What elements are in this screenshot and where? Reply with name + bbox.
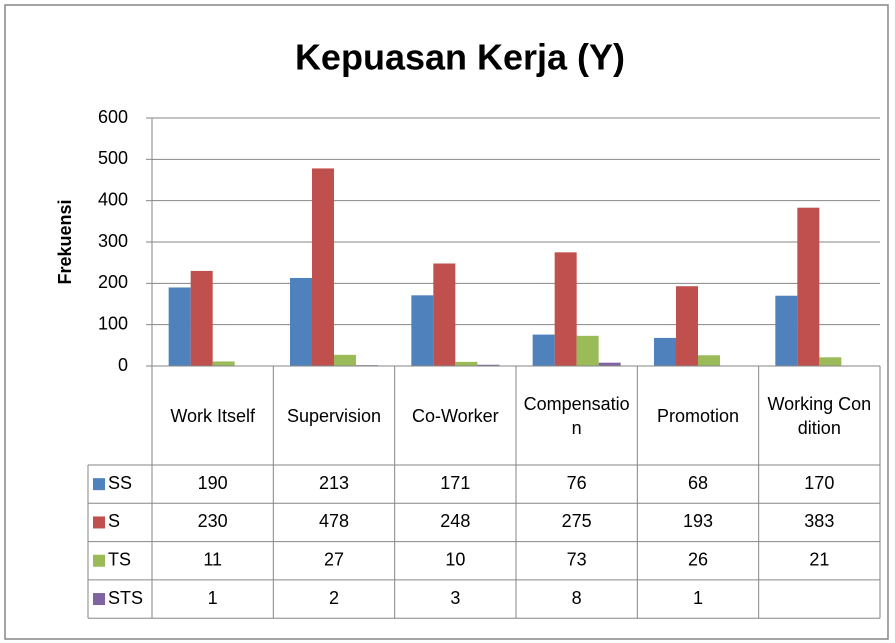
table-value: 275	[562, 511, 592, 531]
table-value: 1	[693, 588, 703, 608]
bar	[532, 334, 555, 366]
chart-title: Kepuasan Kerja (Y)	[295, 37, 625, 78]
table-value: 10	[445, 550, 465, 570]
bar	[554, 252, 577, 366]
table-value: 383	[804, 511, 834, 531]
category-label: Work Itself	[170, 405, 255, 426]
bar	[797, 207, 820, 366]
category-label: Compensation	[523, 393, 630, 438]
bar	[775, 295, 798, 366]
table-value: 248	[440, 511, 470, 531]
y-tick-label: 600	[98, 107, 128, 127]
legend-swatch	[93, 516, 105, 529]
table-value: 11	[203, 550, 222, 570]
table-value: 213	[319, 473, 349, 493]
legend-label: STS	[108, 588, 143, 608]
legend-swatch	[93, 593, 105, 606]
table-value: 478	[319, 511, 349, 531]
table-value: 73	[567, 550, 587, 570]
legend-swatch	[93, 554, 105, 567]
bar	[312, 168, 334, 366]
bar	[411, 295, 434, 366]
bar	[698, 355, 720, 366]
bar	[819, 357, 842, 366]
bar	[576, 335, 599, 366]
category-label: Co-Worker	[411, 405, 499, 426]
table-value: 3	[450, 588, 460, 608]
legend-label: SS	[108, 473, 132, 493]
y-tick-label: 200	[98, 272, 128, 292]
legend-label: S	[108, 511, 120, 531]
table-value: 8	[572, 588, 582, 608]
y-tick-label: 500	[98, 148, 128, 168]
legend-label: TS	[108, 550, 131, 570]
bar	[654, 337, 676, 366]
bar	[455, 361, 478, 366]
category-label: Supervision	[286, 405, 382, 426]
table-value: 171	[440, 473, 470, 493]
table-value: 190	[198, 473, 228, 493]
table-value: 76	[567, 473, 587, 493]
table-value: 2	[329, 588, 339, 608]
category-label: Promotion	[656, 405, 740, 426]
bar	[433, 263, 456, 366]
table-value: 193	[683, 511, 713, 531]
bar	[168, 287, 191, 366]
category-label: Working Condition	[767, 393, 872, 438]
y-tick-label: 0	[118, 355, 128, 375]
bar	[290, 277, 312, 366]
y-tick-label: 100	[98, 313, 128, 333]
table-value: 68	[688, 473, 708, 493]
table-value: 27	[324, 550, 344, 570]
y-tick-label: 300	[98, 231, 128, 251]
legend-swatch	[93, 478, 105, 491]
bar	[212, 361, 235, 366]
table-value: 230	[198, 511, 228, 531]
bar	[477, 364, 500, 366]
table-value: 21	[809, 550, 829, 570]
table-value: 1	[208, 588, 218, 608]
table-value: 170	[804, 473, 834, 493]
bar	[676, 286, 698, 366]
table-value: 26	[688, 550, 708, 570]
bar	[334, 354, 356, 366]
y-axis-label: Frekuensi	[55, 199, 75, 284]
y-tick-label: 400	[98, 189, 128, 209]
bar	[190, 270, 213, 366]
bar	[598, 362, 621, 366]
